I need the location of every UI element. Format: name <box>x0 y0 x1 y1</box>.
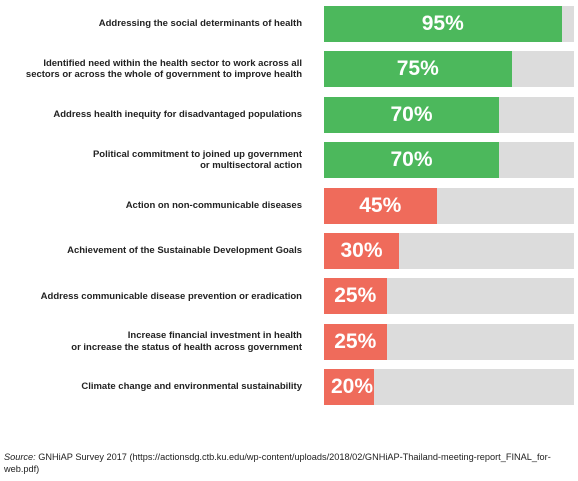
bar-row: Climate change and environmental sustain… <box>0 369 578 406</box>
bar-track: 30% <box>324 233 574 269</box>
value-label: 25% <box>334 329 377 353</box>
bar-track: 75% <box>324 51 574 88</box>
value-label: 75% <box>396 57 439 81</box>
bar-row: Address communicable disease prevention … <box>0 278 578 315</box>
source-note: Source: GNHiAP Survey 2017 (https://acti… <box>4 452 570 475</box>
bar-track: 20% <box>324 369 574 406</box>
bar-chart: Addressing the social determinants of he… <box>0 6 578 406</box>
bar-row: Achievement of the Sustainable Developme… <box>0 233 578 269</box>
category-label: Action on non-communicable diseases <box>125 199 302 211</box>
value-label: 25% <box>334 284 377 308</box>
bar <box>324 278 387 315</box>
bar <box>324 96 499 133</box>
source-text: GNHiAP Survey 2017 (https://actionsdg.ct… <box>4 452 551 474</box>
value-label: 95% <box>421 12 464 35</box>
bar <box>324 6 562 42</box>
bar-track: 70% <box>324 142 574 179</box>
category-label: Address health inequity for disadvantage… <box>53 109 302 121</box>
bar-row: Addressing the social determinants of he… <box>0 6 578 42</box>
category-label: Addressing the social determinants of he… <box>98 18 302 30</box>
bar <box>324 51 512 88</box>
bar-row: Action on non-communicable diseases 45% <box>0 187 578 224</box>
value-label: 70% <box>390 148 433 172</box>
source-label: Source: <box>4 452 36 462</box>
bar <box>324 187 437 224</box>
category-label: Address communicable disease prevention … <box>40 290 302 302</box>
category-label: Identified need within the health sector… <box>25 58 302 81</box>
bar-track: 25% <box>324 278 574 315</box>
bar <box>324 233 399 269</box>
category-label: Achievement of the Sustainable Developme… <box>67 245 302 257</box>
category-label: Increase financial investment in health … <box>71 330 302 353</box>
category-label: Political commitment to joined up govern… <box>92 148 302 172</box>
bar-track: 95% <box>324 6 574 42</box>
bar-row: Increase financial investment in health … <box>0 323 578 360</box>
category-label: Climate change and environmental sustain… <box>81 381 302 393</box>
value-label: 45% <box>359 193 402 217</box>
value-label: 30% <box>340 239 383 262</box>
bar-track: 25% <box>324 323 574 360</box>
bar-row: Political commitment to joined up govern… <box>0 142 578 179</box>
value-label: 20% <box>330 375 374 399</box>
bar <box>324 142 499 179</box>
bar-track: 45% <box>324 187 574 224</box>
bar <box>324 323 387 360</box>
bar-row: Identified need within the health sector… <box>0 51 578 88</box>
bar <box>324 369 374 406</box>
bar-track: 70% <box>324 96 574 133</box>
value-label: 70% <box>390 102 433 126</box>
bar-row: Address health inequity for disadvantage… <box>0 96 578 133</box>
